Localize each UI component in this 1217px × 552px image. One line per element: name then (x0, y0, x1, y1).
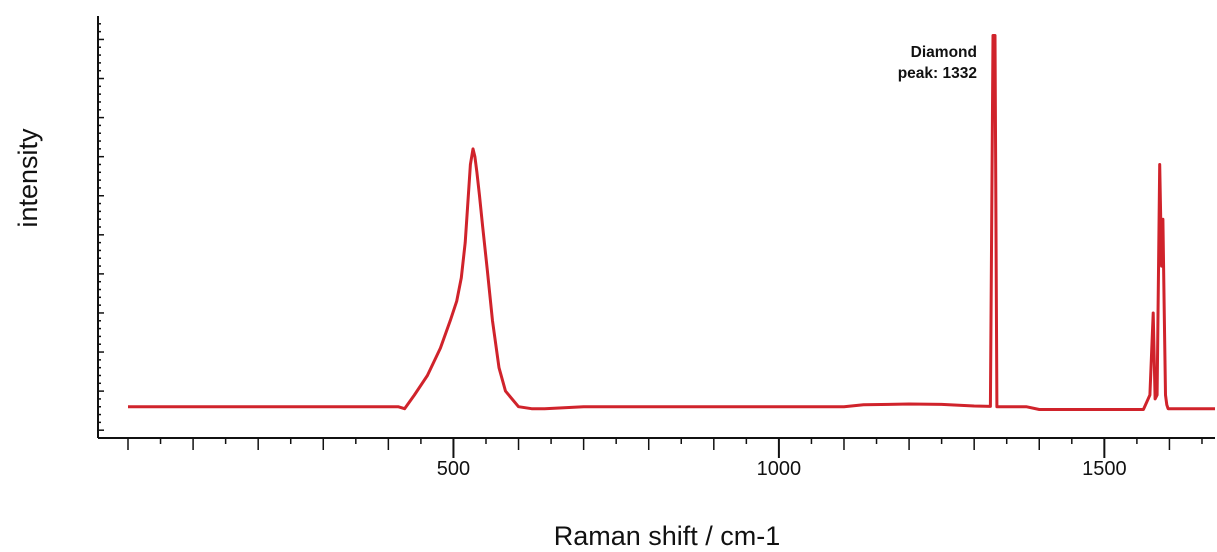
x-axis-title: Raman shift / cm-1 (554, 521, 781, 551)
y-axis-title: intensity (13, 128, 43, 228)
spectrum-line (128, 34, 1215, 411)
diamond-peak-annotation: peak: 1332 (898, 65, 977, 82)
annotations-layer: Diamond peak: 1332 (898, 44, 977, 82)
series-layer (128, 34, 1215, 411)
x-tick-label: 500 (437, 458, 470, 480)
x-tick-label: 1500 (1082, 458, 1127, 480)
x-axis-tick-labels: 500 1000 1500 (437, 458, 1127, 480)
axes (97, 16, 1215, 439)
x-axis-ticks (127, 438, 1203, 458)
x-tick-label: 1000 (757, 458, 802, 480)
diamond-peak-annotation: Diamond (911, 44, 977, 61)
y-axis-ticks (98, 23, 104, 431)
